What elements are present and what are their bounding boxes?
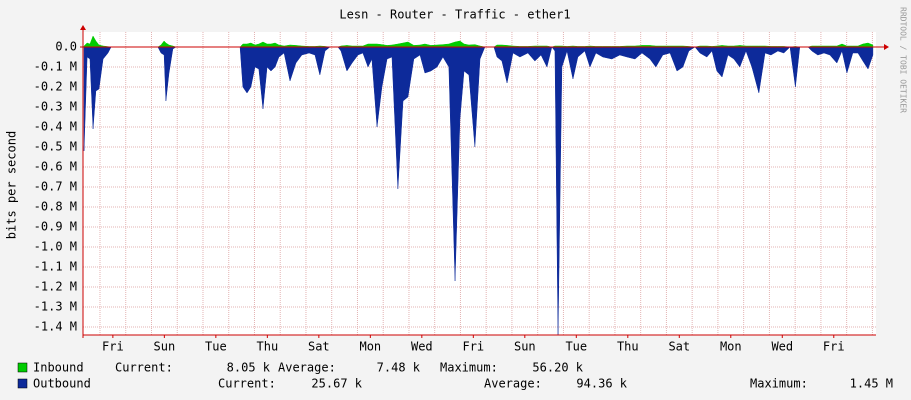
legend-label: Inbound bbox=[33, 361, 84, 375]
y-tick-label: -0.5 M bbox=[34, 140, 77, 154]
y-tick-label: -0.9 M bbox=[34, 220, 77, 234]
side-credit: RRDTOOL / TOBI OETIKER bbox=[899, 7, 908, 113]
x-tick-label: Fri bbox=[823, 340, 845, 354]
y-tick-label: -0.4 M bbox=[34, 120, 77, 134]
x-tick-label: Fri bbox=[462, 340, 484, 354]
y-tick-label: -0.8 M bbox=[34, 200, 77, 214]
legend-stat-value: 94.36 k bbox=[576, 377, 627, 391]
legend-stat-value: 25.67 k bbox=[311, 377, 362, 391]
chart-title: Lesn - Router - Traffic - ether1 bbox=[339, 8, 570, 22]
x-tick-label: Wed bbox=[411, 340, 433, 354]
legend-stat-value: 1.45 M bbox=[850, 377, 893, 391]
x-tick-label: Tue bbox=[565, 340, 587, 354]
x-tick-label: Wed bbox=[771, 340, 793, 354]
y-tick-label: -0.1 M bbox=[34, 60, 77, 74]
legend-stat-value: 56.20 k bbox=[532, 361, 583, 375]
legend-swatch bbox=[17, 378, 28, 389]
legend-swatch bbox=[17, 362, 28, 373]
legend-stat-label: Maximum: bbox=[750, 377, 808, 391]
y-tick-label: -1.4 M bbox=[34, 320, 77, 334]
x-tick-label: Thu bbox=[257, 340, 279, 354]
legend-stat-label: Current: bbox=[115, 361, 173, 375]
x-tick-label: Tue bbox=[205, 340, 227, 354]
legend-stat-label: Maximum: bbox=[440, 361, 498, 375]
x-tick-label: Thu bbox=[617, 340, 639, 354]
y-tick-label: -0.3 M bbox=[34, 100, 77, 114]
legend-label: Outbound bbox=[33, 377, 91, 391]
y-tick-label: -0.6 M bbox=[34, 160, 77, 174]
legend-stat-value: 8.05 k bbox=[227, 361, 271, 375]
x-tick-label: Fri bbox=[102, 340, 124, 354]
y-tick-label: -0.2 M bbox=[34, 80, 77, 94]
x-axis-arrow bbox=[884, 44, 889, 50]
y-axis-label: bits per second bbox=[5, 131, 19, 239]
legend-stat-label: Current: bbox=[218, 377, 276, 391]
y-tick-label: -1.2 M bbox=[34, 280, 77, 294]
x-tick-label: Sun bbox=[154, 340, 176, 354]
y-tick-label: -1.0 M bbox=[34, 240, 77, 254]
y-tick-label: 0.0 bbox=[55, 40, 77, 54]
legend-stat-value: 7.48 k bbox=[377, 361, 421, 375]
x-tick-label: Sun bbox=[514, 340, 536, 354]
y-tick-label: -1.3 M bbox=[34, 300, 77, 314]
y-axis-arrow bbox=[80, 25, 86, 30]
legend-stat-label: Average: bbox=[278, 361, 336, 375]
legend-stat-label: Average: bbox=[484, 377, 542, 391]
x-tick-label: Mon bbox=[359, 340, 381, 354]
x-tick-label: Sat bbox=[308, 340, 330, 354]
x-tick-label: Mon bbox=[720, 340, 742, 354]
y-tick-label: -0.7 M bbox=[34, 180, 77, 194]
x-tick-label: Sat bbox=[668, 340, 690, 354]
y-tick-label: -1.1 M bbox=[34, 260, 77, 274]
